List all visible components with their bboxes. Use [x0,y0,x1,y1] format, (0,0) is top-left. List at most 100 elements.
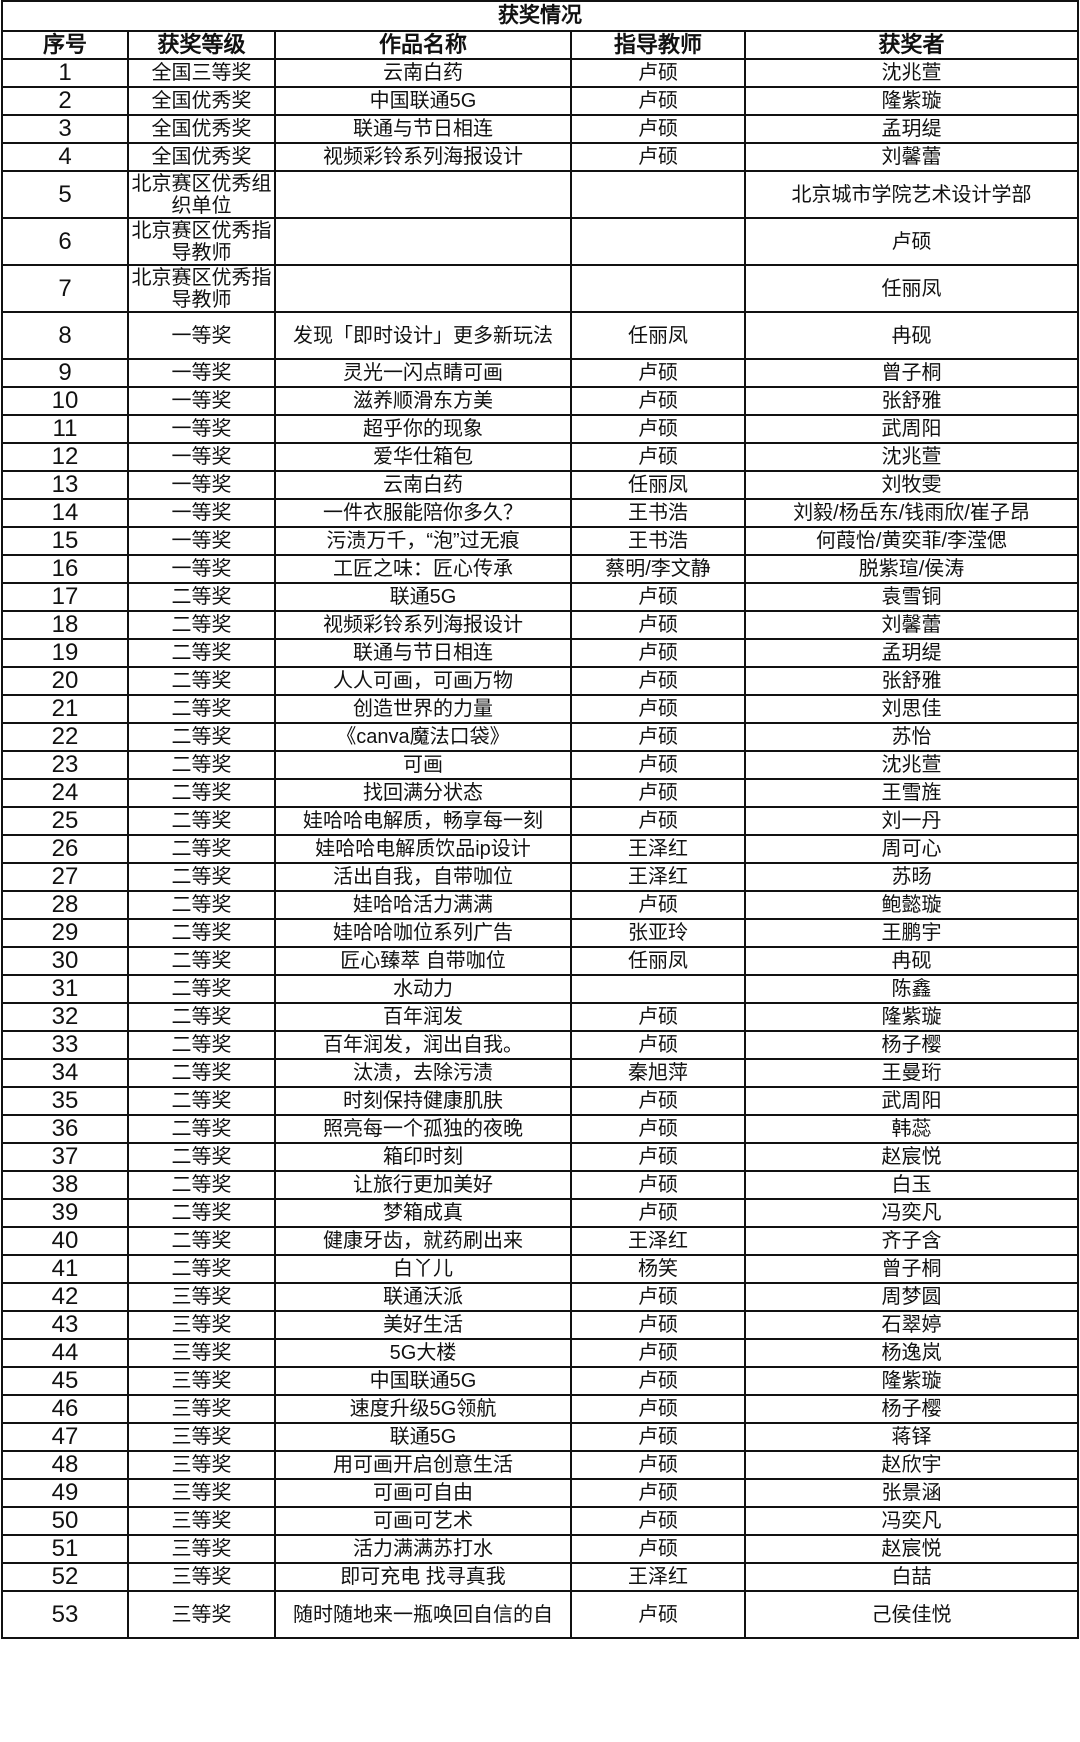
cell-work-title: 视频彩铃系列海报设计 [274,142,572,172]
cell-award-level: 二等奖 [127,806,276,836]
cell-award-level: 二等奖 [127,722,276,752]
cell-no: 35 [1,1086,129,1116]
cell-award-level: 三等奖 [127,1450,276,1480]
cell-work-title: 发现「即时设计」更多新玩法 [274,311,572,360]
cell-teacher: 王泽红 [570,834,746,864]
cell-no: 2 [1,86,129,116]
cell-work-title: 速度升级5G领航 [274,1394,572,1424]
table-row: 44 三等奖 5G大楼 卢硕 杨逸岚 [1,1338,1079,1368]
cell-work-title: 找回满分状态 [274,778,572,808]
cell-no: 6 [1,217,129,266]
cell-no: 41 [1,1254,129,1284]
cell-teacher: 卢硕 [570,442,746,472]
cell-no: 29 [1,918,129,948]
cell-award-level: 一等奖 [127,498,276,528]
cell-winner: 白玉 [744,1170,1079,1200]
table-row: 19 二等奖 联通与节日相连 卢硕 孟玥缇 [1,638,1079,668]
table-row: 5 北京赛区优秀组织单位 北京城市学院艺术设计学部 [1,170,1079,219]
cell-award-level: 二等奖 [127,750,276,780]
cell-no: 30 [1,946,129,976]
cell-work-title: 人人可画，可画万物 [274,666,572,696]
cell-no: 38 [1,1170,129,1200]
cell-winner: 鲍懿璇 [744,890,1079,920]
table-row: 3 全国优秀奖 联通与节日相连 卢硕 孟玥缇 [1,114,1079,144]
cell-teacher: 卢硕 [570,1590,746,1639]
table-row: 37 二等奖 箱印时刻 卢硕 赵宸悦 [1,1142,1079,1172]
cell-award-level: 二等奖 [127,1142,276,1172]
cell-no: 36 [1,1114,129,1144]
cell-award-level: 二等奖 [127,694,276,724]
cell-no: 32 [1,1002,129,1032]
cell-no: 7 [1,264,129,313]
cell-no: 5 [1,170,129,219]
table-title: 获奖情况 [1,0,1079,32]
table-row: 49 三等奖 可画可自由 卢硕 张景涵 [1,1478,1079,1508]
cell-award-level: 一等奖 [127,311,276,360]
cell-no: 20 [1,666,129,696]
cell-work-title: 匠心臻萃 自带咖位 [274,946,572,976]
table-row: 10 一等奖 滋养顺滑东方美 卢硕 张舒雅 [1,386,1079,416]
cell-award-level: 全国优秀奖 [127,142,276,172]
cell-no: 42 [1,1282,129,1312]
cell-no: 17 [1,582,129,612]
table-row: 34 二等奖 汰渍，去除污渍 秦旭萍 王曼珩 [1,1058,1079,1088]
cell-no: 16 [1,554,129,584]
cell-award-level: 一等奖 [127,554,276,584]
cell-no: 51 [1,1534,129,1564]
cell-teacher: 卢硕 [570,1506,746,1536]
table-row: 18 二等奖 视频彩铃系列海报设计 卢硕 刘馨蕾 [1,610,1079,640]
cell-work-title: 百年润发 [274,1002,572,1032]
cell-no: 4 [1,142,129,172]
cell-work-title: 可画可自由 [274,1478,572,1508]
cell-award-level: 二等奖 [127,638,276,668]
cell-no: 18 [1,610,129,640]
cell-winner: 武周阳 [744,414,1079,444]
table-row: 1 全国三等奖 云南白药 卢硕 沈兆萱 [1,58,1079,88]
cell-winner: 陈鑫 [744,974,1079,1004]
cell-winner: 武周阳 [744,1086,1079,1116]
cell-no: 12 [1,442,129,472]
cell-work-title: 照亮每一个孤独的夜晚 [274,1114,572,1144]
cell-work-title: 工匠之味：匠心传承 [274,554,572,584]
cell-winner: 周可心 [744,834,1079,864]
cell-teacher: 王泽红 [570,1226,746,1256]
cell-teacher: 王书浩 [570,498,746,528]
cell-winner: 任丽凤 [744,264,1079,313]
cell-no: 31 [1,974,129,1004]
awards-table: 获奖情况 序号 获奖等级 作品名称 指导教师 获奖者 1 全国三等奖 云南白药 卢硕 沈兆萱 2 全… [1,0,1079,1639]
cell-award-level: 二等奖 [127,1198,276,1228]
cell-award-level: 三等奖 [127,1394,276,1424]
cell-teacher: 卢硕 [570,1198,746,1228]
cell-award-level: 三等奖 [127,1422,276,1452]
cell-work-title: 梦箱成真 [274,1198,572,1228]
cell-teacher [570,217,746,266]
cell-teacher: 王泽红 [570,862,746,892]
cell-teacher: 卢硕 [570,750,746,780]
cell-no: 1 [1,58,129,88]
cell-award-level: 三等奖 [127,1366,276,1396]
cell-winner: 隆紫璇 [744,1002,1079,1032]
cell-winner: 韩蕊 [744,1114,1079,1144]
header-row: 序号 获奖等级 作品名称 指导教师 获奖者 [1,30,1079,60]
cell-work-title: 中国联通5G [274,86,572,116]
cell-no: 39 [1,1198,129,1228]
cell-work-title: 联通5G [274,1422,572,1452]
cell-winner: 赵宸悦 [744,1534,1079,1564]
table-row: 13 一等奖 云南白药 任丽凤 刘牧雯 [1,470,1079,500]
cell-teacher: 卢硕 [570,1310,746,1340]
cell-work-title [274,264,572,313]
table-body: 1 全国三等奖 云南白药 卢硕 沈兆萱 2 全国优秀奖 中国联通5G 卢硕 隆紫璇 3 全国优秀奖 联通… [1,58,1079,1639]
cell-award-level: 二等奖 [127,1086,276,1116]
cell-no: 44 [1,1338,129,1368]
cell-teacher: 卢硕 [570,86,746,116]
cell-winner: 隆紫璇 [744,1366,1079,1396]
cell-winner: 刘馨蕾 [744,610,1079,640]
cell-teacher: 卢硕 [570,1170,746,1200]
table-row: 25 二等奖 娃哈哈电解质，畅享每一刻 卢硕 刘一丹 [1,806,1079,836]
cell-teacher: 卢硕 [570,1394,746,1424]
cell-no: 40 [1,1226,129,1256]
cell-no: 24 [1,778,129,808]
cell-work-title: 时刻保持健康肌肤 [274,1086,572,1116]
cell-teacher: 卢硕 [570,1002,746,1032]
cell-winner: 张景涵 [744,1478,1079,1508]
